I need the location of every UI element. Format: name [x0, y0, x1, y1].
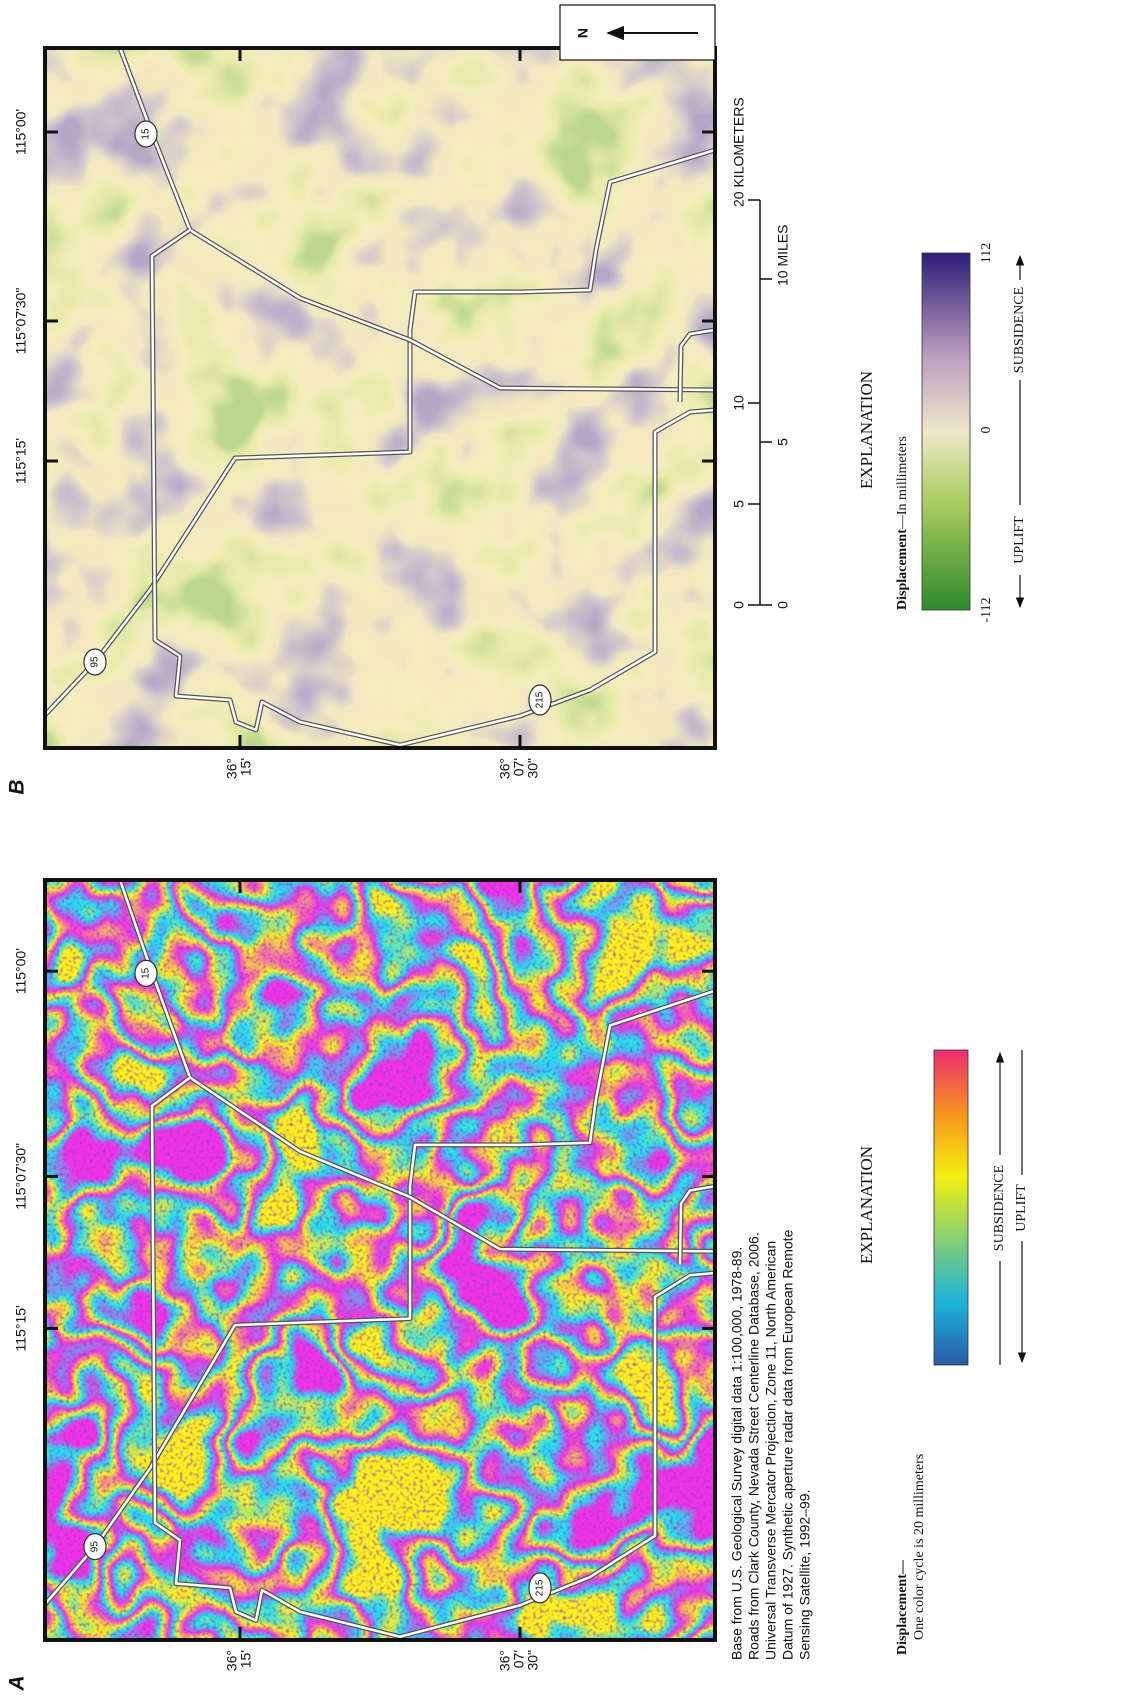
legend-heading-bold: Displacement	[895, 529, 910, 610]
road	[45, 1186, 410, 1604]
road	[410, 150, 715, 330]
north-label: N	[575, 28, 591, 38]
route-shield	[83, 648, 107, 676]
arrow-label: SUBSIDENCE	[992, 1165, 1007, 1251]
route-shield	[134, 120, 158, 148]
scale-label: 0	[775, 601, 791, 609]
map-frame	[43, 878, 717, 1642]
panel-label: A	[6, 1675, 29, 1691]
route-number: 95	[90, 1541, 101, 1553]
longitude-label: 115°00'	[13, 109, 29, 155]
road	[152, 230, 400, 745]
road	[680, 330, 715, 402]
label-bg	[1011, 280, 1029, 380]
label-bg	[991, 1155, 1009, 1261]
latitude-label: 36°	[224, 758, 240, 779]
road	[410, 991, 715, 1186]
latitude-label: 15'	[238, 758, 254, 776]
explanation-title: EXPLANATION	[857, 371, 876, 489]
scale-label: 20 KILOMETERS	[731, 97, 747, 207]
color-bar	[921, 252, 971, 611]
scale-label: 10 MILES	[775, 225, 791, 286]
color-bar-label: 0	[979, 427, 994, 434]
map-frame	[43, 46, 717, 750]
base-note: Universal Transverse Mercator Projection…	[763, 1241, 779, 1660]
panel-label: B	[6, 779, 29, 794]
latitude-label: 30"	[525, 758, 541, 779]
route-shield	[83, 1533, 107, 1561]
arrow-label: SUBSIDENCE	[1012, 287, 1027, 373]
latitude-label: 30"	[525, 1650, 541, 1671]
road	[680, 1186, 715, 1264]
latitude-label: 36°	[224, 1650, 240, 1671]
longitude-label: 115°07'30"	[13, 1143, 29, 1210]
longitude-label: 115°00'	[13, 948, 29, 994]
latitude-label: 36°	[497, 1650, 513, 1671]
route-shield	[528, 1572, 552, 1604]
route-number: 215	[535, 1579, 546, 1596]
scale-label: 5	[775, 438, 791, 446]
longitude-label: 115°07'30"	[13, 288, 29, 355]
route-shield	[134, 959, 158, 987]
base-note: Roads from Clark County, Nevada Street C…	[746, 1232, 762, 1660]
longitude-label: 115°15'	[13, 1305, 29, 1351]
latitude-label: 07'	[511, 758, 527, 776]
base-note: Sensing Satellite, 1992–99.	[797, 1490, 813, 1660]
explanation-title: EXPLANATION	[857, 1146, 876, 1264]
scale-label: 10	[731, 395, 747, 411]
road	[400, 410, 715, 745]
base-note: Base from U.S. Geological Survey digital…	[729, 1247, 745, 1660]
legend-heading: Displacement—	[895, 1559, 910, 1655]
arrow-label: UPLIFT	[1012, 516, 1027, 564]
route-shield	[528, 684, 552, 716]
legend-heading-unit: —In millimeters	[895, 436, 910, 530]
route-number: 15	[141, 128, 152, 140]
label-bg	[1013, 1175, 1031, 1241]
color-bar-label: -112	[979, 597, 994, 622]
route-number: 95	[90, 656, 101, 668]
latitude-label: 15'	[238, 1650, 254, 1668]
map-image	[45, 48, 715, 748]
latitude-label: 07'	[511, 1650, 527, 1668]
latitude-label: 36°	[497, 758, 513, 779]
color-bar	[933, 1049, 969, 1366]
road	[400, 1273, 715, 1637]
longitude-label: 115°15'	[13, 438, 29, 484]
arrow-label: UPLIFT	[1014, 1184, 1029, 1232]
label-bg	[1011, 505, 1029, 575]
map-image	[45, 880, 715, 1640]
base-note: Datum of 1927. Synthetic aperture radar …	[780, 1229, 796, 1660]
legend-subheading: One color cycle is 20 millimeters	[912, 1454, 927, 1640]
color-bar-label: 112	[979, 243, 994, 263]
route-number: 215	[535, 691, 546, 708]
route-number: 15	[141, 967, 152, 979]
legend-heading: Displacement—In millimeters	[895, 436, 910, 610]
scale-label: 0	[731, 601, 747, 609]
scale-label: 5	[731, 500, 747, 508]
road	[152, 1078, 400, 1637]
